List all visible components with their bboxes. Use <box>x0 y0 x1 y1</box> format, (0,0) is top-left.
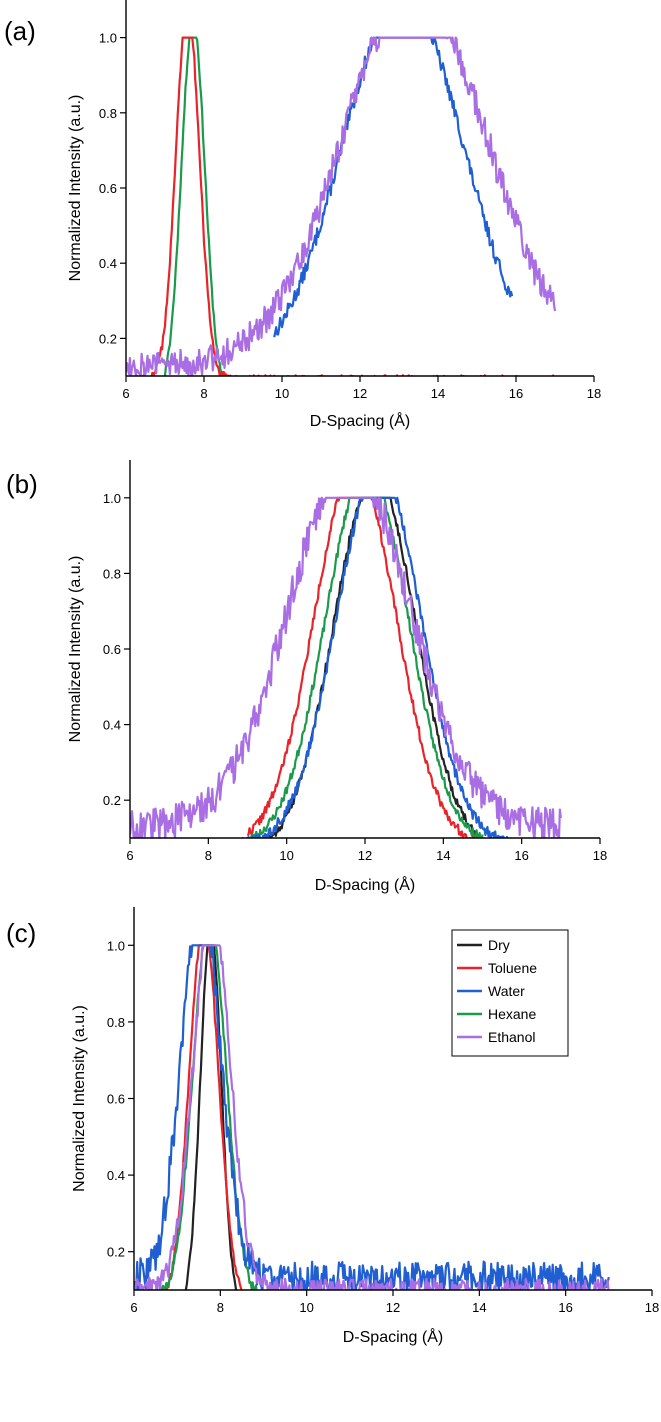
y-tick-label: 0.8 <box>103 566 121 581</box>
x-tick-label: 14 <box>436 848 450 863</box>
chart-panel-1: 6 8 10 12 14 16 18 0.2 0.4 0.6 0.8 1.0 D-Spacing (Å)… <box>4 0 601 430</box>
y-axis-label: Normalized Intensity (a.u.) <box>71 1005 88 1192</box>
x-tick-label: 10 <box>275 386 289 401</box>
y-tick-label: 0.8 <box>107 1015 125 1030</box>
y-tick-label: 1.0 <box>107 938 125 953</box>
series-line-ethanol <box>130 496 562 838</box>
y-tick-label: 0.4 <box>103 718 121 733</box>
x-tick-label: 10 <box>279 848 293 863</box>
y-tick-label: 0.6 <box>99 181 117 196</box>
x-tick-label: 18 <box>593 848 607 863</box>
y-tick-label: 0.4 <box>99 256 117 271</box>
x-tick-label: 10 <box>299 1300 313 1315</box>
x-tick-label: 12 <box>358 848 372 863</box>
x-tick-label: 12 <box>353 386 367 401</box>
series-group <box>126 36 557 376</box>
series-line-hexane <box>248 496 484 838</box>
series-line-hexane <box>163 36 224 376</box>
legend: Dry Toluene Water Hexane Ethanol <box>451 929 569 1057</box>
x-axis-label: D-Spacing (Å) <box>343 1327 443 1346</box>
series-line-water <box>273 36 514 338</box>
x-axis-label: D-Spacing (Å) <box>310 411 410 430</box>
series-line-toluene <box>164 944 243 1290</box>
legend-label-toluene: Toluene <box>488 960 537 976</box>
y-tick-label: 0.2 <box>103 793 121 808</box>
x-tick-label: 16 <box>514 848 528 863</box>
legend-label-water: Water <box>488 983 525 999</box>
x-tick-label: 8 <box>217 1300 224 1315</box>
y-tick-label: 0.2 <box>107 1245 125 1260</box>
x-tick-label: 8 <box>205 848 212 863</box>
y-tick-label: 0.2 <box>99 331 117 346</box>
x-tick-label: 16 <box>558 1300 572 1315</box>
x-tick-label: 6 <box>126 848 133 863</box>
legend-label-dry: Dry <box>488 937 510 953</box>
y-tick-label: 0.6 <box>107 1092 125 1107</box>
y-axis-label: Normalized Intensity (a.u.) <box>67 95 84 282</box>
x-tick-label: 14 <box>472 1300 486 1315</box>
x-tick-label: 14 <box>431 386 445 401</box>
panel-label: (b) <box>6 469 38 499</box>
y-tick-label: 1.0 <box>103 491 121 506</box>
series-group <box>130 496 562 838</box>
chart-panel-2: 6 8 10 12 14 16 18 0.2 0.4 0.6 0.8 1.0 D-Spacing (Å)… <box>6 460 607 894</box>
series-line-dry <box>184 944 238 1290</box>
legend-label-hexane: Hexane <box>488 1006 536 1022</box>
panel-label: (a) <box>4 16 36 46</box>
x-tick-label: 18 <box>587 386 601 401</box>
x-tick-label: 12 <box>386 1300 400 1315</box>
legend-label-ethanol: Ethanol <box>488 1029 535 1045</box>
y-tick-label: 0.4 <box>107 1168 125 1183</box>
series-line-toluene <box>135 36 555 376</box>
legend-box <box>451 929 569 1057</box>
y-tick-label: 0.6 <box>103 642 121 657</box>
y-tick-label: 1.0 <box>99 31 117 46</box>
series-line-ethanol <box>134 944 610 1290</box>
y-tick-label: 0.8 <box>99 106 117 121</box>
x-tick-label: 6 <box>122 386 129 401</box>
x-tick-label: 18 <box>645 1300 659 1315</box>
x-tick-label: 16 <box>509 386 523 401</box>
x-tick-label: 8 <box>200 386 207 401</box>
x-tick-label: 6 <box>130 1300 137 1315</box>
series-line-toluene <box>246 496 486 838</box>
x-axis-label: D-Spacing (Å) <box>315 875 415 894</box>
series-line-water <box>134 944 610 1290</box>
y-axis-label: Normalized Intensity (a.u.) <box>67 556 84 743</box>
series-line-ethanol <box>126 36 557 376</box>
chart-panel-3: 6 8 10 12 14 16 18 0.2 0.4 0.6 0.8 1.0 D-Spacing (Å)… <box>6 907 659 1346</box>
panel-label: (c) <box>6 918 36 948</box>
